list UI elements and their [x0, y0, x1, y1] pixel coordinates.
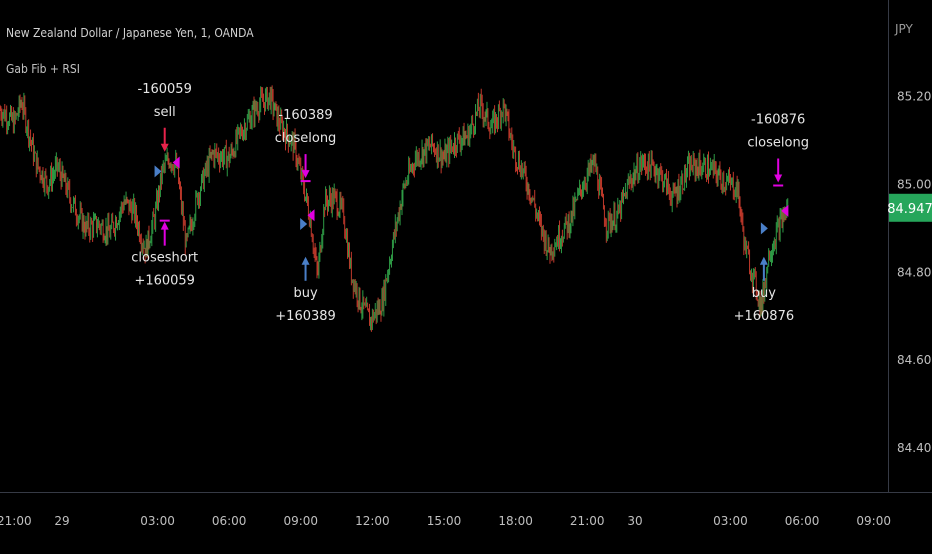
closelong-arrowhead [774, 174, 783, 183]
time-axis-separator [0, 492, 932, 493]
signal-label: -160059 [138, 82, 192, 97]
signal-label: closelong [747, 136, 809, 151]
position-marker [172, 156, 180, 169]
exit-bar [159, 219, 170, 222]
time-tick-label: 21:00 [0, 514, 32, 528]
closelong-arrowhead [301, 170, 310, 179]
signal-label: buy [293, 286, 317, 301]
position-marker [781, 204, 789, 217]
time-tick-label: 03:00 [140, 514, 175, 528]
time-tick-label: 06:00 [212, 514, 247, 528]
time-tick-label: 30 [627, 514, 642, 528]
last-price-tag: 84.947 [887, 193, 932, 222]
signal-label: -160389 [278, 108, 332, 123]
exit-bar [300, 180, 311, 183]
currency-label: JPY [894, 22, 914, 36]
signal-label: closeshort [131, 251, 198, 266]
last-price-box [889, 193, 932, 222]
signal-label: buy [752, 286, 776, 301]
time-tick-label: 09:00 [856, 514, 891, 528]
price-tick-label: 85.200 [897, 90, 932, 104]
study-label[interactable]: Gab Fib + RSI [6, 62, 80, 76]
last-price-value: 84.947 [887, 202, 932, 217]
position-marker [154, 165, 162, 178]
position-marker [307, 209, 315, 222]
signals-layer: -160059 sell closeshort +160059 -160389 close… [131, 82, 809, 324]
exit-bar [773, 184, 784, 187]
time-tick-label: 29 [54, 514, 69, 528]
signal-label: -160876 [751, 113, 805, 128]
signal-label: sell [154, 105, 176, 120]
time-tick-label: 06:00 [785, 514, 820, 528]
time-tick-label: 12:00 [355, 514, 390, 528]
signal-label: +160389 [275, 309, 336, 324]
candles-layer [0, 85, 789, 332]
price-tick-label: 84.800 [897, 265, 932, 279]
price-axis[interactable]: 85.200 85.000 84.800 84.600 84.400 [897, 90, 932, 455]
sell-arrowhead [160, 143, 169, 152]
time-tick-label: 09:00 [283, 514, 318, 528]
symbol-title[interactable]: New Zealand Dollar / Japanese Yen, 1, OA… [6, 26, 254, 40]
buy-arrowhead [759, 256, 768, 265]
price-tick-label: 84.400 [897, 441, 932, 455]
time-tick-label: 15:00 [427, 514, 462, 528]
signal-label: +160876 [734, 309, 795, 324]
price-tick-label: 85.000 [897, 178, 932, 192]
position-marker [300, 218, 308, 231]
signal-label: +160059 [134, 274, 195, 289]
signal-label: closelong [275, 131, 337, 146]
buy-arrowhead [301, 256, 310, 265]
time-axis[interactable]: 21:00 29 03:00 06:00 09:00 12:00 15:00 18:00 21:… [0, 514, 891, 528]
time-tick-label: 21:00 [570, 514, 605, 528]
time-tick-label: 18:00 [498, 514, 533, 528]
time-tick-label: 03:00 [713, 514, 748, 528]
position-marker [760, 222, 768, 235]
price-tick-label: 84.600 [897, 353, 932, 367]
closeshort-arrowhead [160, 221, 169, 230]
price-axis-separator [888, 0, 889, 493]
